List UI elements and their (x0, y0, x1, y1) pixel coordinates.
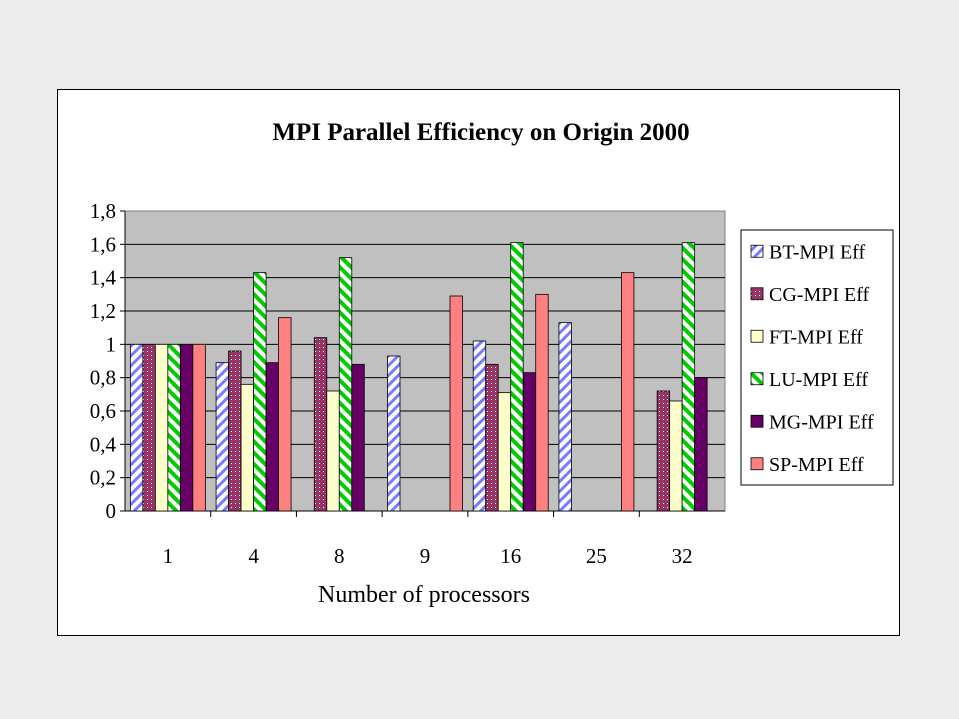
bar-sp-mpi-eff-9 (449, 295, 463, 512)
chart-svg: MPI Parallel Efficiency on Origin 2000 0… (90, 119, 894, 608)
y-tick-label: 1 (106, 332, 117, 356)
y-tick-label: 0,4 (90, 432, 117, 456)
bar-sp-mpi-eff-1 (192, 343, 206, 512)
x-tick-label: 16 (500, 544, 521, 568)
legend-swatch (750, 244, 764, 258)
plot-background (124, 210, 726, 512)
bar-bt-mpi-eff-9 (387, 355, 401, 512)
y-tick-label: 1,8 (90, 199, 116, 223)
legend-label: BT-MPI Eff (769, 241, 865, 263)
x-tick-label: 9 (420, 544, 431, 568)
y-tick-label: 0 (106, 499, 117, 523)
x-tick-label: 8 (334, 544, 345, 568)
y-tick-label: 0,2 (90, 466, 116, 490)
legend-label: CG-MPI Eff (769, 284, 870, 306)
y-tick-label: 0,8 (90, 366, 116, 390)
y-tick-label: 1,6 (90, 232, 116, 256)
legend-swatch (750, 414, 764, 428)
bar-ft-mpi-eff-16 (497, 392, 512, 512)
bar-lu-mpi-eff-4 (253, 272, 267, 512)
legend-box (740, 229, 894, 486)
bar-bt-mpi-eff-25 (558, 322, 572, 512)
x-axis-label: Number of processors (318, 582, 530, 608)
bar-ft-mpi-eff-32 (669, 400, 683, 512)
x-axis-ticks: 1 4 8 9 16 25 32 (163, 511, 693, 568)
bar-cg-mpi-eff-32 (656, 390, 671, 512)
y-axis-ticks: 0 0,2 0,4 0,6 0,8 1 1,2 1,4 1,6 1,8 (90, 199, 125, 523)
x-tick-label: 1 (163, 544, 174, 568)
bar-sp-mpi-eff-4 (278, 317, 292, 512)
y-tick-label: 0,6 (90, 399, 116, 423)
legend-label: LU-MPI Eff (769, 369, 868, 391)
bar-cg-mpi-eff-8 (313, 337, 328, 512)
x-tick-label: 32 (672, 544, 693, 568)
bar-lu-mpi-eff-32 (681, 242, 696, 512)
bar-cg-mpi-eff-1 (142, 343, 156, 512)
bar-lu-mpi-eff-16 (510, 242, 524, 512)
bar-mg-mpi-eff-4 (265, 362, 279, 512)
bar-mg-mpi-eff-8 (351, 363, 365, 512)
bar-mg-mpi-eff-32 (694, 377, 708, 512)
y-tick-label: 1,4 (90, 266, 117, 290)
x-tick-label: 4 (248, 544, 259, 568)
bar-bt-mpi-eff-4 (215, 362, 229, 512)
legend-swatch (750, 329, 764, 343)
bar-ft-mpi-eff-4 (240, 383, 254, 512)
bar-bt-mpi-eff-1 (129, 343, 144, 512)
legend-label: FT-MPI Eff (769, 326, 863, 348)
bar-ft-mpi-eff-1 (154, 343, 169, 512)
bar-lu-mpi-eff-8 (338, 257, 353, 512)
bar-sp-mpi-eff-25 (621, 272, 635, 512)
chart-frame: MPI Parallel Efficiency on Origin 2000 0… (57, 89, 900, 636)
legend-label: SP-MPI Eff (769, 454, 864, 476)
legend: BT-MPI Eff CG-MPI Eff FT-MPI Eff LU-MPI Eff… (740, 229, 894, 486)
bar-mg-mpi-eff-16 (522, 372, 537, 512)
legend-label: MG-MPI Eff (769, 411, 874, 433)
bar-cg-mpi-eff-16 (485, 363, 499, 512)
bar-ft-mpi-eff-8 (326, 390, 340, 512)
bar-cg-mpi-eff-4 (228, 350, 242, 512)
legend-swatch (750, 287, 764, 301)
bar-sp-mpi-eff-16 (535, 293, 549, 512)
bar-lu-mpi-eff-1 (167, 343, 181, 512)
plot-area (124, 210, 726, 512)
y-tick-label: 1,2 (90, 299, 116, 323)
x-tick-label: 25 (586, 544, 607, 568)
bar-bt-mpi-eff-16 (472, 340, 487, 512)
legend-swatch (750, 457, 764, 471)
chart-title: MPI Parallel Efficiency on Origin 2000 (272, 119, 689, 146)
legend-swatch (750, 372, 764, 386)
bar-mg-mpi-eff-1 (179, 343, 194, 512)
